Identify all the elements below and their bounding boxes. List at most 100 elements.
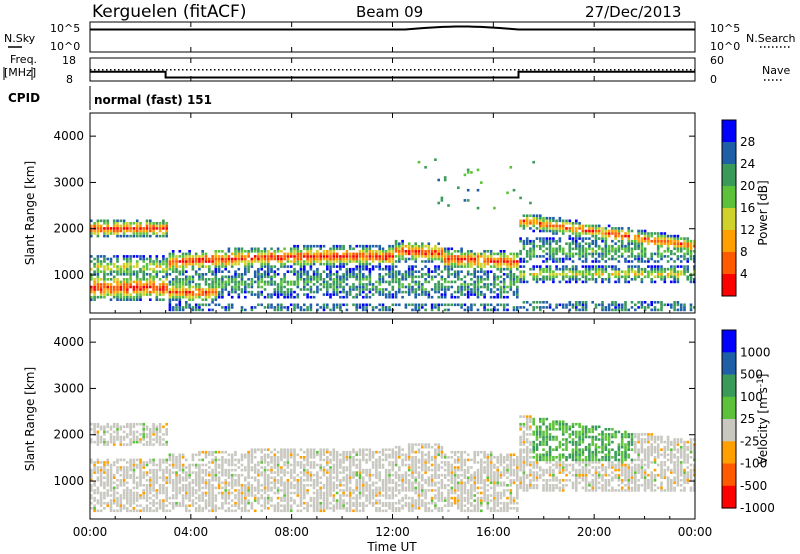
velocity-cell bbox=[326, 468, 329, 472]
power-cell bbox=[584, 250, 588, 253]
velocity-cell bbox=[198, 473, 201, 477]
power-cell bbox=[329, 273, 332, 276]
velocity-cell bbox=[299, 486, 303, 490]
velocity-cell bbox=[270, 466, 273, 469]
power-cell bbox=[260, 265, 263, 268]
velocity-cell bbox=[106, 489, 109, 492]
power-cell bbox=[496, 283, 499, 286]
power-cell bbox=[414, 295, 417, 299]
power-cell bbox=[263, 283, 267, 286]
velocity-cell bbox=[326, 481, 329, 485]
power-cell bbox=[247, 260, 250, 263]
power-cell bbox=[453, 250, 457, 253]
power-cell bbox=[683, 252, 686, 256]
power-cell bbox=[594, 252, 598, 256]
power-cell bbox=[535, 280, 539, 284]
power-cell bbox=[634, 303, 637, 307]
power-cell bbox=[280, 308, 283, 312]
velocity-cell bbox=[371, 491, 375, 495]
power-cell bbox=[106, 229, 109, 233]
power-cell bbox=[362, 273, 365, 276]
power-cell bbox=[604, 229, 608, 233]
power-cell bbox=[273, 290, 277, 294]
power-cell bbox=[630, 267, 634, 271]
power-cell bbox=[440, 270, 444, 273]
power-cell bbox=[614, 234, 617, 238]
power-cell bbox=[217, 283, 221, 286]
velocity-cell bbox=[371, 501, 375, 505]
power-cell bbox=[112, 270, 116, 273]
power-cell bbox=[640, 301, 644, 304]
power-cell bbox=[260, 273, 263, 276]
velocity-cell bbox=[348, 507, 352, 510]
velocity-cell bbox=[162, 491, 165, 495]
power-cell bbox=[496, 262, 499, 266]
power-cell bbox=[673, 252, 676, 256]
velocity-cell bbox=[316, 489, 319, 492]
power-cell bbox=[244, 265, 247, 268]
power-cell bbox=[417, 303, 421, 307]
velocity-cell bbox=[365, 453, 368, 457]
power-ylabel: Slant Range [km] bbox=[23, 161, 37, 265]
velocity-cell bbox=[355, 463, 358, 467]
power-cell bbox=[588, 237, 591, 240]
power-cell bbox=[516, 278, 519, 281]
power-cell bbox=[679, 273, 683, 276]
power-cell bbox=[260, 275, 263, 279]
power-cell bbox=[365, 308, 368, 312]
velocity-cell bbox=[211, 476, 214, 479]
velocity-cell bbox=[371, 473, 375, 477]
power-cell bbox=[103, 234, 106, 238]
power-cell bbox=[326, 290, 329, 294]
power-cell bbox=[112, 293, 116, 296]
power-cell bbox=[355, 273, 358, 276]
power-cell bbox=[93, 265, 96, 268]
power-cell bbox=[555, 242, 558, 245]
velocity-cell bbox=[126, 461, 129, 464]
power-cell bbox=[152, 283, 155, 286]
power-cell bbox=[158, 298, 162, 301]
power-cell bbox=[529, 303, 532, 307]
velocity-cell bbox=[145, 486, 149, 490]
power-cell bbox=[116, 265, 119, 268]
power-cell bbox=[509, 166, 513, 169]
power-cell bbox=[326, 275, 329, 279]
velocity-cell bbox=[309, 461, 313, 464]
velocity-cell bbox=[158, 501, 162, 505]
power-cell bbox=[679, 242, 683, 245]
power-cell bbox=[486, 257, 490, 261]
power-cell bbox=[575, 219, 578, 223]
velocity-cell bbox=[289, 496, 293, 500]
power-cell bbox=[316, 290, 319, 294]
power-cell bbox=[450, 285, 454, 289]
power-cell bbox=[135, 262, 139, 266]
velocity-cell bbox=[119, 479, 123, 482]
velocity-cell bbox=[162, 471, 165, 474]
power-cell bbox=[204, 260, 208, 263]
power-cell bbox=[532, 216, 535, 220]
power-cell bbox=[637, 273, 640, 276]
power-cell bbox=[437, 303, 440, 307]
power-cell bbox=[345, 295, 349, 299]
power-cell bbox=[483, 270, 486, 273]
velocity-cell bbox=[319, 450, 322, 454]
power-cell bbox=[129, 222, 132, 225]
velocity-cell bbox=[394, 501, 398, 505]
power-cell bbox=[171, 278, 175, 281]
power-cell bbox=[643, 234, 647, 238]
velocity-cell bbox=[112, 501, 116, 505]
power-cell bbox=[568, 227, 572, 230]
power-cell bbox=[656, 232, 660, 235]
power-cell bbox=[683, 265, 686, 268]
power-cell bbox=[181, 262, 185, 266]
power-cell bbox=[371, 250, 375, 253]
power-cell bbox=[552, 275, 555, 279]
power-cell bbox=[185, 257, 188, 261]
power-cell bbox=[181, 255, 185, 258]
velocity-cell bbox=[339, 484, 342, 487]
power-cell bbox=[584, 260, 588, 263]
power-cell bbox=[303, 293, 306, 296]
power-cell bbox=[624, 234, 627, 238]
velocity-cell bbox=[204, 468, 208, 472]
velocity-cell bbox=[326, 499, 329, 502]
